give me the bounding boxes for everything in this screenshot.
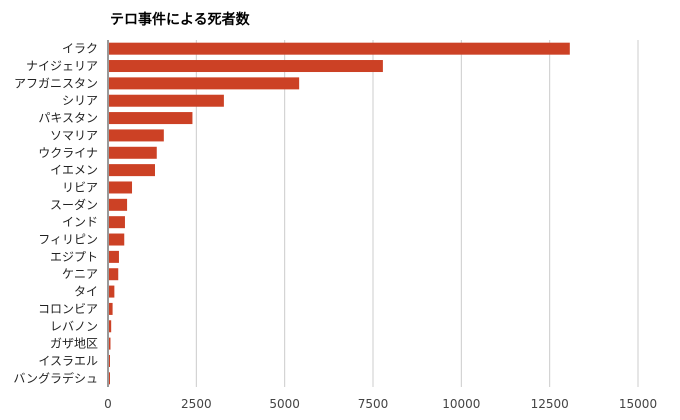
category-label: コロンビア bbox=[38, 302, 98, 316]
bar-11 bbox=[109, 233, 125, 246]
category-label: エジプト bbox=[50, 250, 98, 264]
x-tick-label: 10000 bbox=[442, 397, 480, 411]
x-tick-label: 7500 bbox=[358, 397, 389, 411]
bar-12 bbox=[109, 250, 119, 263]
category-label: レバノン bbox=[50, 319, 98, 333]
bar-13 bbox=[109, 268, 119, 281]
x-tick-label: 5000 bbox=[269, 397, 300, 411]
category-label: バングラデシュ bbox=[13, 370, 98, 385]
bar-5 bbox=[109, 129, 164, 142]
x-tick-label: 0 bbox=[104, 397, 112, 411]
bar-4 bbox=[109, 112, 193, 125]
bar-14 bbox=[109, 285, 115, 298]
category-label: スーダン bbox=[50, 197, 98, 212]
category-label: ウクライナ bbox=[38, 146, 98, 160]
category-label: パキスタン bbox=[38, 111, 98, 125]
chart-title: テロ事件による死者数 bbox=[110, 11, 251, 28]
grid-lines bbox=[107, 40, 639, 387]
bar-16 bbox=[109, 320, 112, 333]
bar-19 bbox=[109, 372, 110, 385]
category-label: イスラエル bbox=[38, 354, 98, 368]
bar-18 bbox=[109, 354, 110, 367]
bar-7 bbox=[109, 164, 155, 177]
bars bbox=[109, 42, 570, 385]
category-label: イラク bbox=[62, 42, 98, 56]
bar-6 bbox=[109, 146, 157, 159]
category-label: イエメン bbox=[50, 163, 98, 177]
bar-17 bbox=[109, 337, 111, 350]
category-label: シリア bbox=[62, 94, 98, 108]
category-label: ナイジェリア bbox=[26, 59, 98, 73]
category-label: ケニア bbox=[62, 267, 98, 281]
category-label: ソマリア bbox=[50, 128, 98, 142]
bar-1 bbox=[109, 60, 383, 73]
category-label: リビア bbox=[62, 180, 98, 194]
x-tick-label: 15000 bbox=[619, 397, 657, 411]
category-label: タイ bbox=[74, 285, 98, 299]
bar-0 bbox=[109, 42, 570, 55]
category-label: ガザ地区 bbox=[50, 337, 98, 351]
category-labels: イラクナイジェリアアフガニスタンシリアパキスタンソマリアウクライナイエメンリビア… bbox=[13, 42, 98, 386]
x-tick-label: 12500 bbox=[531, 397, 569, 411]
bar-15 bbox=[109, 302, 113, 315]
category-label: インド bbox=[62, 215, 98, 229]
x-tick-label: 2500 bbox=[181, 397, 212, 411]
bar-2 bbox=[109, 77, 300, 90]
bar-10 bbox=[109, 216, 125, 229]
x-axis-ticks: 0 2500 5000 7500 10000 12500 15000 bbox=[104, 397, 657, 411]
bar-3 bbox=[109, 94, 224, 107]
bar-9 bbox=[109, 198, 128, 211]
category-label: アフガニスタン bbox=[14, 76, 98, 90]
bar-8 bbox=[109, 181, 133, 194]
category-label: フィリピン bbox=[38, 233, 98, 247]
